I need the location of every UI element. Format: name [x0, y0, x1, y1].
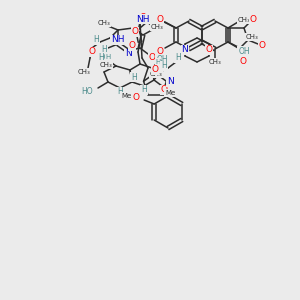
Text: H: H: [131, 73, 137, 82]
Text: H: H: [117, 88, 123, 97]
Text: NH: NH: [111, 35, 125, 44]
Text: H: H: [175, 53, 181, 62]
Text: HO: HO: [98, 52, 110, 62]
Text: OH: OH: [156, 55, 168, 64]
Text: H: H: [101, 46, 107, 55]
Text: H: H: [161, 61, 167, 70]
Text: CH₃: CH₃: [151, 24, 164, 30]
Text: NH: NH: [136, 14, 150, 23]
Text: N: N: [182, 46, 188, 55]
Text: CH₃: CH₃: [208, 59, 221, 65]
Text: CH₃: CH₃: [78, 69, 90, 75]
Text: Me: Me: [121, 93, 131, 99]
Text: O: O: [88, 47, 95, 56]
Text: O: O: [206, 46, 212, 55]
Text: O: O: [259, 41, 266, 50]
Text: CH₃: CH₃: [100, 62, 112, 68]
Text: O: O: [160, 85, 167, 94]
Text: O: O: [250, 14, 256, 23]
Text: O: O: [157, 14, 164, 23]
Text: O: O: [239, 56, 247, 65]
Text: CH₃: CH₃: [150, 71, 162, 77]
Text: O: O: [128, 41, 136, 50]
Text: H: H: [155, 59, 160, 65]
Text: H: H: [93, 35, 99, 44]
Text: O: O: [133, 94, 140, 103]
Text: Me: Me: [165, 90, 175, 96]
Text: O: O: [152, 65, 158, 74]
Text: N: N: [124, 50, 131, 58]
Text: H: H: [105, 54, 111, 60]
Text: CH₃: CH₃: [98, 20, 110, 26]
Text: HO: HO: [81, 86, 93, 95]
Text: H: H: [141, 85, 147, 94]
Text: OH: OH: [238, 46, 250, 56]
Text: O: O: [157, 46, 164, 56]
Text: O: O: [131, 28, 139, 37]
Text: O: O: [140, 14, 146, 22]
Text: CH₃: CH₃: [246, 34, 258, 40]
Text: N: N: [167, 77, 174, 86]
Text: O: O: [148, 52, 155, 62]
Text: CH₃: CH₃: [238, 17, 250, 23]
